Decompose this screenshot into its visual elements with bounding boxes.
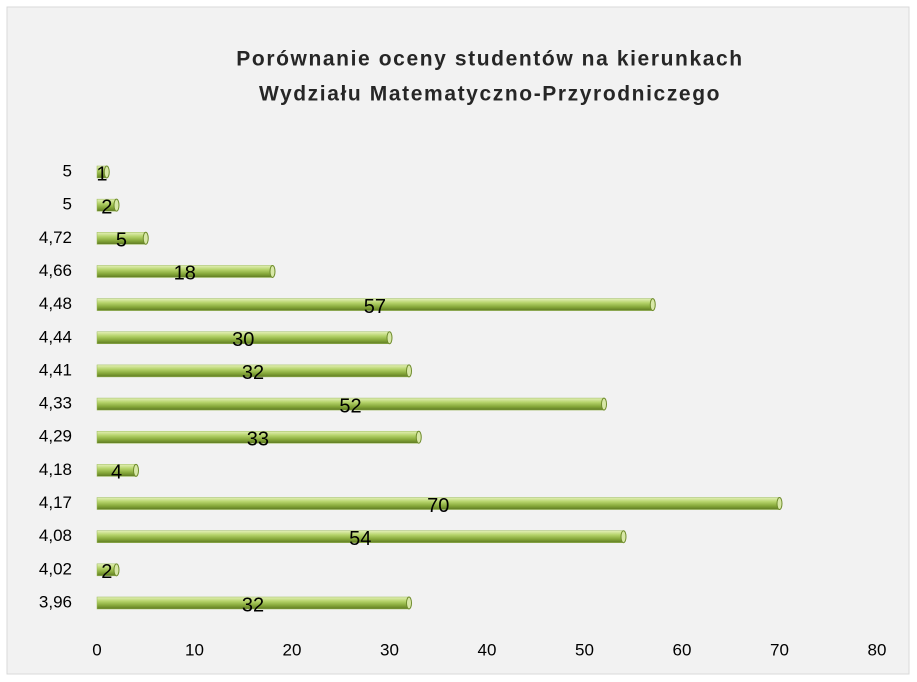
chart-title: Wydziału Matematyczno-Przyrodniczego	[259, 83, 721, 106]
x-tick-label: 80	[868, 640, 887, 659]
x-tick-label: 0	[92, 640, 101, 659]
bar-cap	[113, 563, 120, 577]
data-label: 52	[339, 395, 361, 417]
x-tick-label: 50	[575, 640, 594, 659]
data-label: 30	[232, 329, 254, 351]
data-label: 5	[116, 230, 127, 252]
data-label: 18	[174, 263, 196, 285]
y-tick-label: 4,66	[39, 261, 72, 280]
data-label: 32	[242, 594, 264, 616]
x-tick-label: 40	[478, 640, 497, 659]
bar-cap	[601, 397, 607, 411]
data-label: 54	[349, 528, 371, 550]
x-tick-label: 70	[770, 640, 789, 659]
bar-cap	[620, 530, 627, 544]
x-tick-label: 20	[283, 640, 302, 659]
bar-cap	[776, 497, 783, 511]
y-tick-label: 5	[63, 161, 72, 180]
y-tick-label: 4,41	[39, 360, 72, 379]
data-label: 2	[101, 196, 112, 218]
y-tick-label: 4,72	[39, 228, 72, 247]
x-tick-label: 30	[380, 640, 399, 659]
bar-cap	[649, 298, 656, 312]
data-label: 33	[247, 429, 269, 451]
bar-cap	[133, 463, 139, 477]
data-label: 1	[96, 163, 107, 185]
y-tick-label: 4,29	[39, 427, 72, 446]
bar-cap	[269, 264, 276, 278]
bar-cap	[406, 364, 412, 378]
bar-cap	[386, 331, 393, 345]
y-tick-label: 3,96	[39, 592, 72, 611]
y-tick-label: 4,48	[39, 294, 72, 313]
bar-cap	[103, 165, 110, 179]
data-label: 57	[364, 296, 386, 318]
y-tick-label: 4,17	[39, 493, 72, 512]
data-label: 70	[427, 495, 449, 517]
chart-title: Porównanie oceny studentów na kierunkach	[236, 48, 743, 71]
y-tick-label: 4,33	[39, 394, 72, 413]
y-tick-label: 4,44	[39, 327, 72, 346]
y-tick-label: 5	[63, 195, 72, 214]
data-label: 2	[101, 561, 112, 583]
y-tick-label: 4,18	[39, 460, 72, 479]
x-tick-label: 60	[673, 640, 692, 659]
y-tick-label: 4,08	[39, 526, 72, 545]
bar-cap	[113, 198, 120, 212]
data-label: 32	[242, 362, 264, 384]
bar-cap	[142, 231, 149, 245]
data-label: 4	[111, 462, 122, 484]
y-tick-label: 4,02	[39, 559, 72, 578]
bar-cap	[406, 596, 412, 610]
bar-cap	[415, 430, 422, 444]
x-tick-label: 10	[185, 640, 204, 659]
